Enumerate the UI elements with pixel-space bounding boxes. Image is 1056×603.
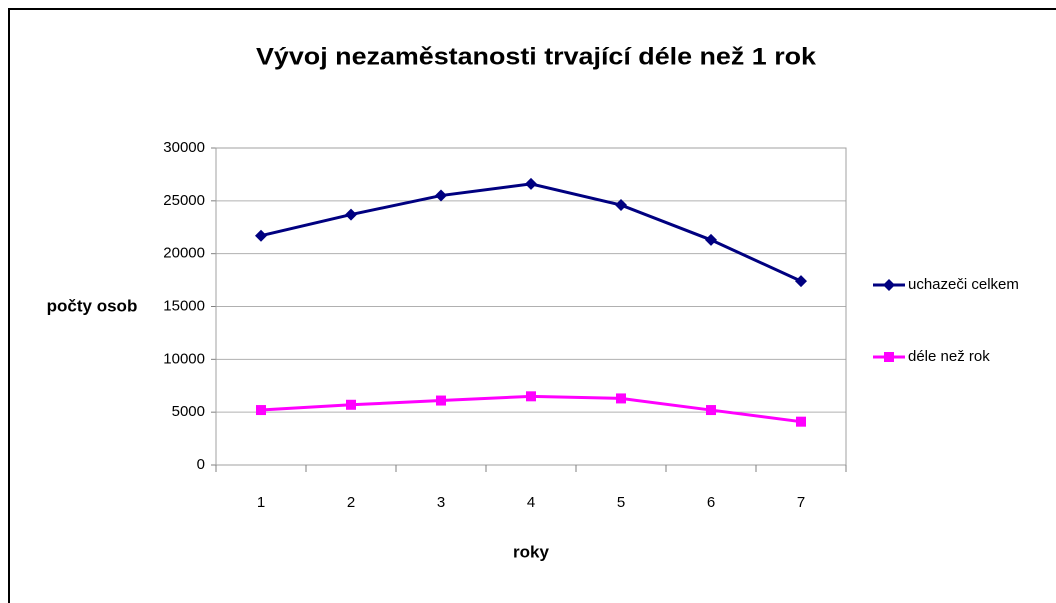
x-tick-label: 4 [527,494,535,511]
chart-title: Vývoj nezaměstanosti trvající déle než 1… [256,43,817,70]
marker [255,229,267,242]
y-tick-label: 0 [197,456,205,473]
marker [883,279,895,291]
y-tick-label: 5000 [172,403,205,420]
x-tick-label: 6 [707,494,715,511]
marker [345,208,357,221]
x-tick-label: 7 [797,494,805,511]
x-tick-label: 5 [617,494,625,511]
y-axis-label: počty osob [47,296,138,315]
marker [795,275,807,288]
marker [435,189,447,202]
marker [706,405,716,416]
marker [705,233,717,246]
x-tick-label: 3 [437,494,445,511]
legend-label: déle než rok [908,348,990,365]
legend-label: uchazeči celkem [908,276,1019,293]
plot-border [215,147,847,466]
marker [526,391,536,402]
x-tick-label: 1 [257,494,265,511]
y-tick-label: 15000 [163,297,205,314]
y-tick-label: 10000 [163,350,205,367]
y-tick-label: 30000 [163,139,205,156]
marker [525,177,537,190]
x-tick-label: 2 [347,494,355,511]
marker [436,395,446,406]
marker [256,405,266,416]
marker [346,399,356,410]
marker [615,199,627,212]
y-tick-label: 20000 [163,245,205,262]
y-tick-label: 25000 [163,192,205,209]
x-axis-label: roky [513,542,549,561]
marker [796,416,806,427]
marker [616,393,626,404]
marker [884,352,894,362]
